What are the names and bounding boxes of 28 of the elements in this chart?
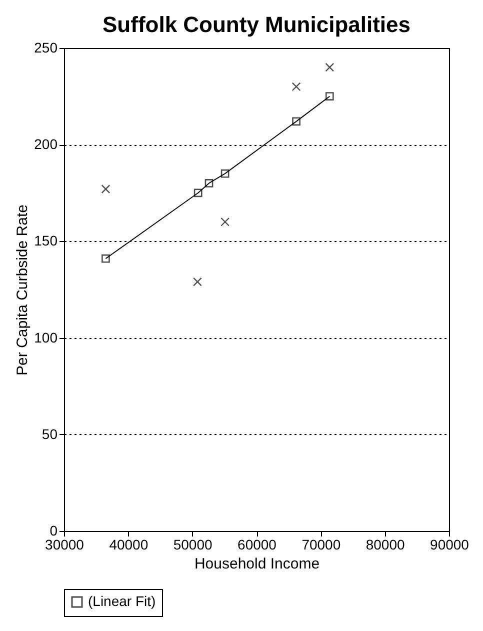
y-tick-label: 100 — [34, 329, 58, 346]
point — [220, 169, 230, 178]
x-tick-label: 70000 — [302, 536, 341, 552]
x-tick-label: 30000 — [45, 536, 84, 552]
chart-title: Suffolk County Municipalities — [102, 12, 411, 37]
x-tick-label: 60000 — [238, 536, 277, 552]
point — [220, 217, 230, 226]
y-tick-label: 50 — [42, 426, 58, 442]
x-tick-label: 80000 — [366, 536, 406, 552]
point — [192, 277, 202, 286]
point — [292, 117, 300, 126]
point — [325, 62, 334, 72]
y-tick-label: 150 — [34, 232, 58, 249]
x-axis-title: Household Income — [194, 556, 320, 572]
y-tick-label: 0 — [50, 522, 58, 538]
x-tick-label: 90000 — [430, 536, 470, 552]
point — [101, 184, 110, 194]
x-tick-label: 50000 — [173, 536, 213, 552]
y-axis-title: Per Capita Curbside Rate — [14, 204, 32, 376]
point — [102, 254, 110, 263]
x-tick-label: 40000 — [109, 536, 148, 552]
legend-label: (Linear Fit) — [88, 593, 156, 609]
y-tick-label: 200 — [34, 136, 58, 152]
y-tick-label: 250 — [34, 40, 58, 56]
point — [292, 82, 301, 92]
point — [194, 188, 202, 198]
point — [204, 179, 214, 188]
point — [325, 92, 334, 100]
